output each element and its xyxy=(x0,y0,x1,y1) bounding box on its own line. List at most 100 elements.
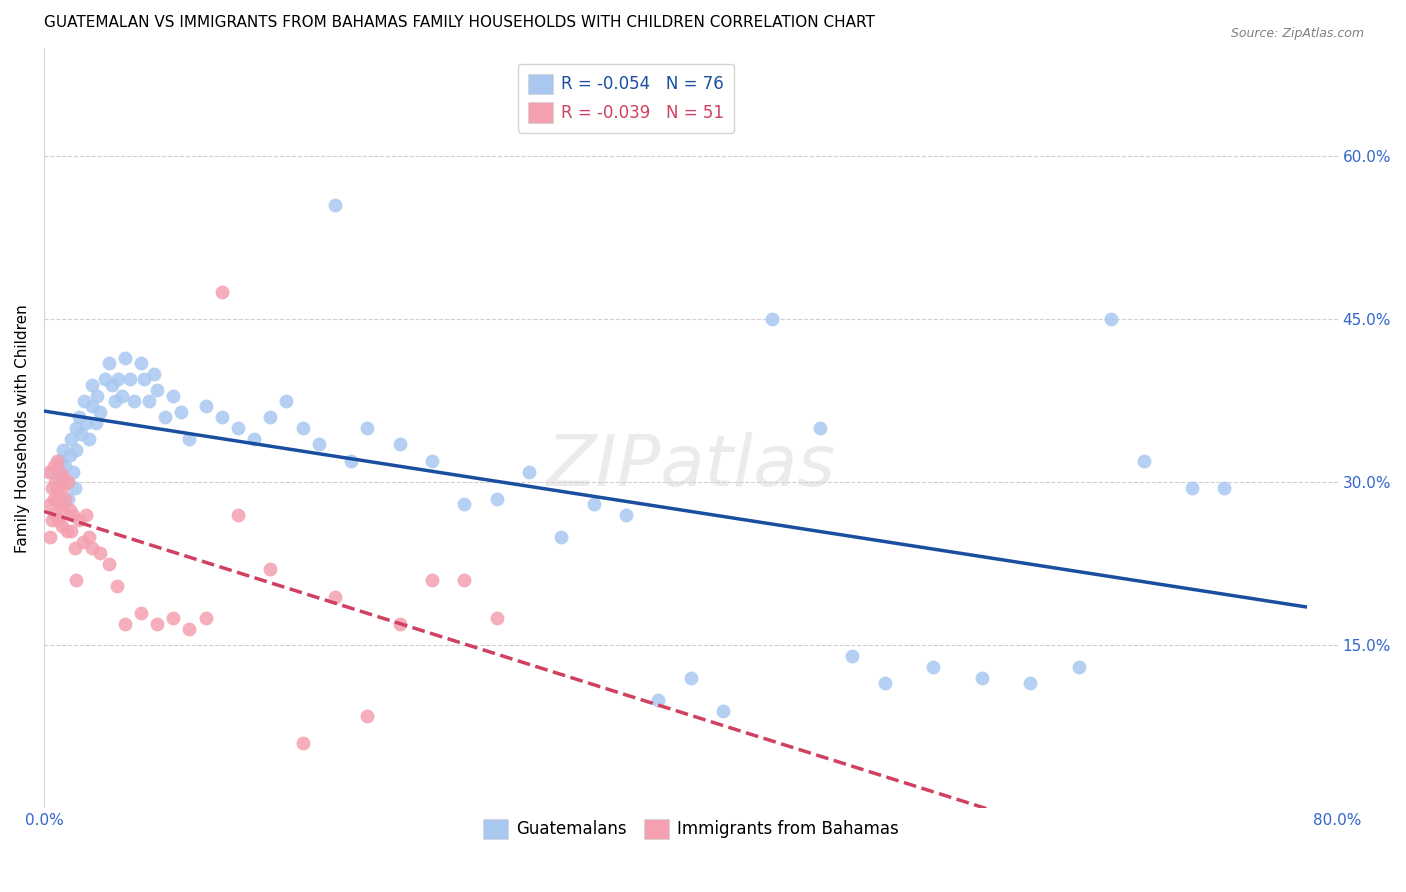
Point xyxy=(179,432,201,446)
Point xyxy=(69,410,91,425)
Point xyxy=(308,437,330,451)
Point xyxy=(420,454,443,468)
Point xyxy=(179,622,201,636)
Point xyxy=(134,372,156,386)
Point xyxy=(323,198,346,212)
Point xyxy=(1213,481,1236,495)
Point xyxy=(153,410,176,425)
Point xyxy=(70,426,93,441)
Point xyxy=(52,442,75,457)
Point xyxy=(118,372,141,386)
Point xyxy=(59,448,82,462)
Point xyxy=(922,660,945,674)
Point xyxy=(52,470,75,484)
Point xyxy=(340,454,363,468)
Point xyxy=(62,465,84,479)
Y-axis label: Family Households with Children: Family Households with Children xyxy=(15,304,30,552)
Point xyxy=(53,491,76,506)
Point xyxy=(146,616,169,631)
Point xyxy=(55,524,77,539)
Point xyxy=(129,606,152,620)
Point xyxy=(1067,660,1090,674)
Point xyxy=(226,508,249,522)
Point xyxy=(41,465,63,479)
Point xyxy=(114,351,136,365)
Point xyxy=(291,421,314,435)
Point xyxy=(63,481,86,495)
Point xyxy=(259,410,281,425)
Point xyxy=(1132,454,1154,468)
Point xyxy=(259,562,281,576)
Point xyxy=(65,442,87,457)
Point xyxy=(550,530,572,544)
Point xyxy=(211,410,233,425)
Point xyxy=(110,388,132,402)
Point xyxy=(62,508,84,522)
Point xyxy=(162,388,184,402)
Point xyxy=(49,454,72,468)
Point xyxy=(194,611,217,625)
Point xyxy=(65,574,87,588)
Point xyxy=(45,481,67,495)
Point xyxy=(356,421,378,435)
Point xyxy=(104,394,127,409)
Point xyxy=(89,405,111,419)
Point xyxy=(873,676,896,690)
Point xyxy=(82,400,104,414)
Point xyxy=(65,421,87,435)
Point xyxy=(45,491,67,506)
Point xyxy=(48,481,70,495)
Point xyxy=(82,377,104,392)
Point xyxy=(73,394,96,409)
Point xyxy=(679,671,702,685)
Point xyxy=(124,394,146,409)
Point xyxy=(582,497,605,511)
Point xyxy=(142,367,165,381)
Point xyxy=(194,400,217,414)
Point xyxy=(49,497,72,511)
Point xyxy=(1099,312,1122,326)
Legend: Guatemalans, Immigrants from Bahamas: Guatemalans, Immigrants from Bahamas xyxy=(477,812,905,846)
Point xyxy=(84,416,107,430)
Point xyxy=(60,432,83,446)
Point xyxy=(291,736,314,750)
Point xyxy=(485,611,508,625)
Point xyxy=(808,421,831,435)
Point xyxy=(226,421,249,435)
Point xyxy=(170,405,193,419)
Point xyxy=(39,530,62,544)
Point xyxy=(56,475,79,490)
Point xyxy=(453,574,475,588)
Point xyxy=(211,285,233,300)
Point xyxy=(39,497,62,511)
Point xyxy=(82,541,104,555)
Point xyxy=(388,616,411,631)
Point xyxy=(72,535,94,549)
Point xyxy=(485,491,508,506)
Point xyxy=(517,465,540,479)
Point xyxy=(86,388,108,402)
Point xyxy=(56,491,79,506)
Point xyxy=(59,502,82,516)
Point xyxy=(94,372,117,386)
Point xyxy=(453,497,475,511)
Point xyxy=(1019,676,1042,690)
Point xyxy=(138,394,160,409)
Point xyxy=(52,502,75,516)
Point xyxy=(44,475,66,490)
Point xyxy=(711,704,734,718)
Point xyxy=(841,649,863,664)
Point xyxy=(41,514,63,528)
Point xyxy=(41,481,63,495)
Point xyxy=(53,459,76,474)
Point xyxy=(1181,481,1204,495)
Point xyxy=(101,377,124,392)
Point xyxy=(48,514,70,528)
Point xyxy=(42,459,65,474)
Point xyxy=(77,432,100,446)
Point xyxy=(105,579,128,593)
Point xyxy=(44,508,66,522)
Text: Source: ZipAtlas.com: Source: ZipAtlas.com xyxy=(1230,27,1364,40)
Point xyxy=(75,416,97,430)
Point xyxy=(970,671,993,685)
